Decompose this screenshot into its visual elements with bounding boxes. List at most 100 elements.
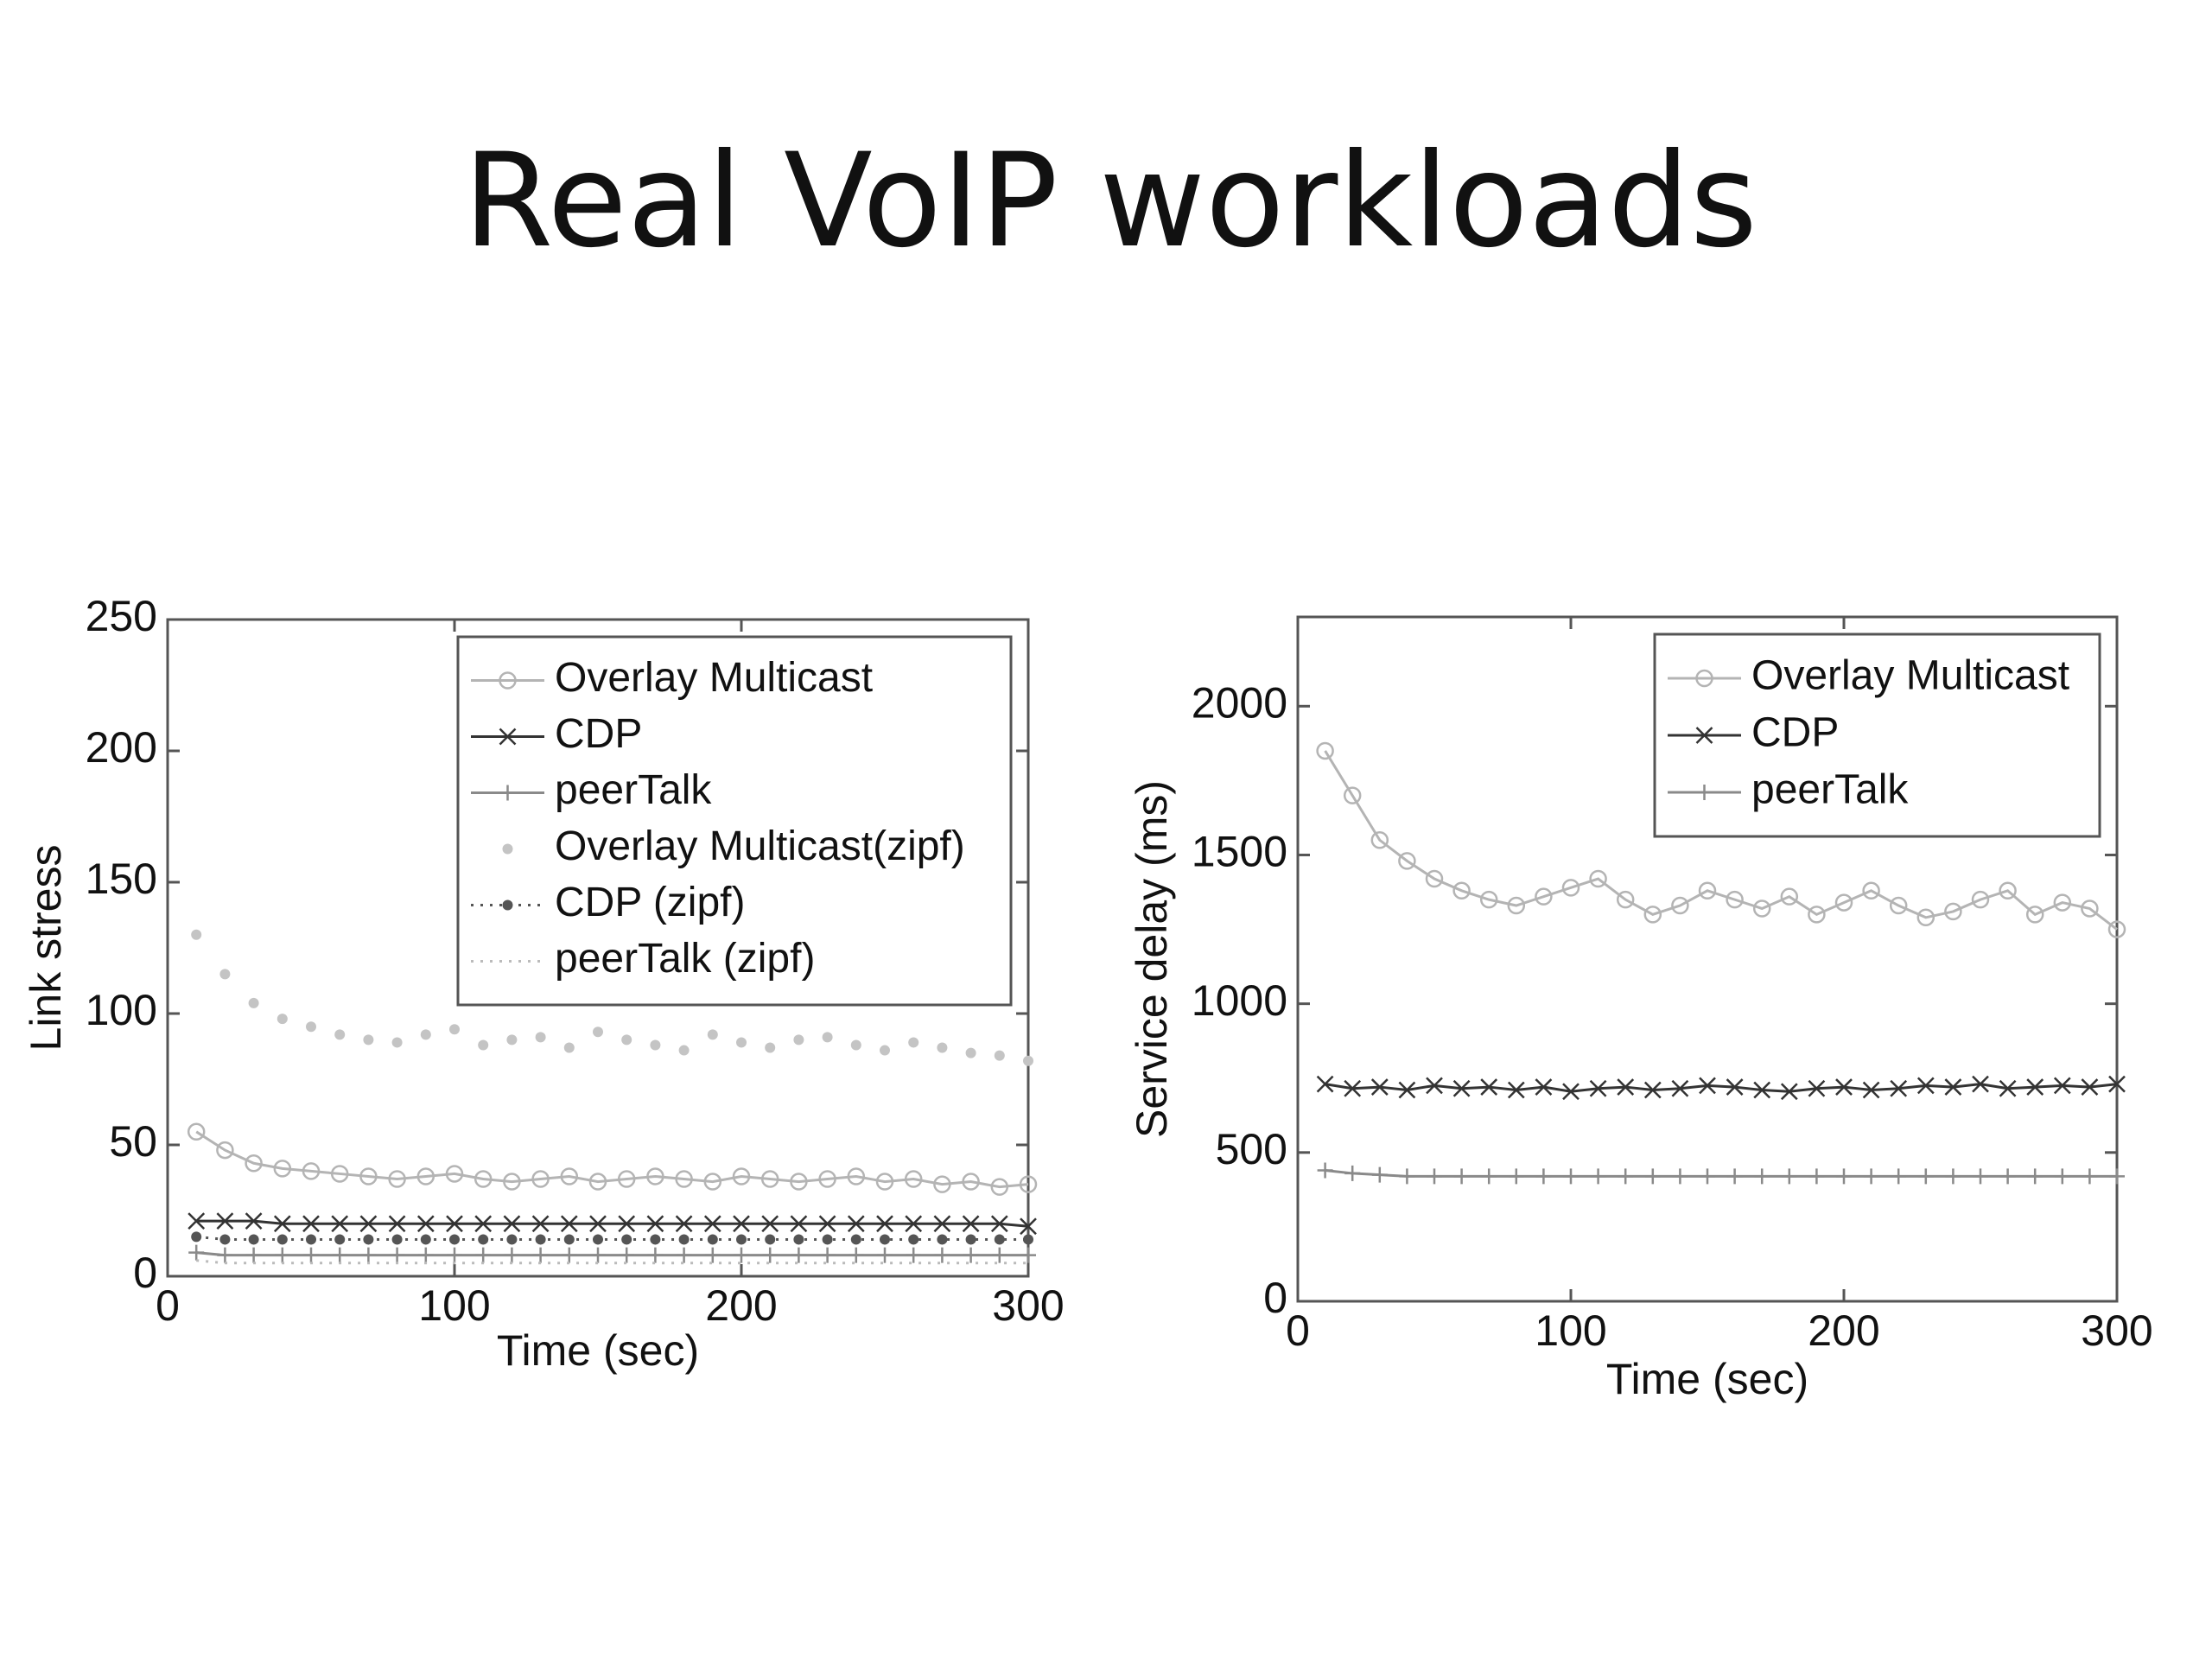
marker	[847, 1215, 865, 1233]
marker	[417, 1247, 434, 1263]
marker	[478, 1234, 489, 1245]
y-axis-label: Link stress	[22, 845, 70, 1052]
marker	[1507, 1081, 1525, 1099]
marker	[1972, 1075, 1989, 1093]
marker	[274, 1247, 290, 1263]
marker	[219, 969, 231, 980]
marker	[388, 1215, 406, 1233]
marker	[1316, 1075, 1334, 1093]
marker	[676, 1247, 692, 1263]
y-axis-label: Service delay (ms)	[1128, 780, 1176, 1138]
marker	[1427, 1168, 1442, 1185]
marker	[650, 1039, 661, 1051]
marker	[994, 1234, 1005, 1245]
marker	[561, 1247, 577, 1263]
marker	[447, 1247, 462, 1263]
marker	[474, 1170, 493, 1188]
marker	[734, 1247, 749, 1263]
marker	[502, 843, 513, 855]
marker	[1695, 669, 1713, 688]
marker	[994, 1050, 1005, 1061]
marker	[703, 1215, 721, 1233]
legend-label: peerTalk (zipf)	[555, 936, 815, 982]
marker	[1696, 785, 1713, 800]
x-tick-label: 100	[1535, 1306, 1606, 1355]
marker	[1644, 1168, 1661, 1185]
marker	[760, 1170, 779, 1188]
marker	[391, 1234, 403, 1245]
marker	[506, 1034, 518, 1046]
x-tick-label: 300	[992, 1281, 1064, 1330]
marker	[765, 1042, 776, 1053]
marker	[850, 1039, 861, 1051]
marker	[762, 1247, 779, 1263]
marker	[818, 1170, 836, 1188]
marker	[905, 1215, 923, 1233]
marker	[449, 1024, 460, 1035]
marker	[1562, 1083, 1580, 1101]
legend-label: peerTalk	[555, 767, 712, 813]
marker	[503, 1215, 521, 1233]
marker	[2081, 1078, 2099, 1096]
marker	[1507, 896, 1526, 915]
marker	[2107, 920, 2126, 938]
marker	[2053, 893, 2072, 912]
marker	[678, 1234, 690, 1245]
marker	[306, 1021, 316, 1033]
marker	[588, 1173, 607, 1191]
marker	[560, 1167, 579, 1185]
marker	[1672, 1168, 1688, 1185]
marker	[621, 1234, 632, 1245]
marker	[273, 1215, 291, 1233]
marker	[790, 1215, 808, 1233]
y-tick-label: 0	[133, 1249, 157, 1297]
marker	[1425, 869, 1444, 888]
marker	[1944, 1078, 1962, 1096]
marker	[1563, 1168, 1579, 1185]
marker	[330, 1165, 349, 1183]
marker	[1834, 893, 1853, 912]
marker	[962, 1215, 980, 1233]
marker	[990, 1178, 1009, 1196]
marker	[245, 1154, 263, 1173]
marker	[1945, 1168, 1961, 1185]
marker	[1917, 1168, 1934, 1185]
marker	[675, 1215, 693, 1233]
marker	[2027, 1168, 2044, 1185]
marker	[733, 1215, 750, 1233]
marker	[1426, 1077, 1443, 1095]
legend-label: CDP	[555, 711, 642, 757]
marker	[306, 1234, 316, 1245]
marker	[847, 1167, 866, 1185]
marker	[1643, 1081, 1662, 1099]
marker	[563, 1234, 575, 1245]
marker	[875, 1173, 894, 1191]
marker	[1671, 1079, 1689, 1097]
marker	[1971, 890, 1990, 909]
marker	[965, 1047, 976, 1058]
marker	[248, 997, 259, 1008]
marker	[276, 1234, 288, 1245]
marker	[332, 1247, 348, 1263]
marker	[1317, 1162, 1333, 1179]
marker	[1561, 879, 1580, 897]
marker	[503, 1173, 521, 1191]
marker	[2054, 1168, 2070, 1185]
marker	[1019, 1175, 1038, 1193]
marker	[2109, 1168, 2125, 1185]
marker	[1780, 887, 1799, 906]
y-tick-label: 0	[1263, 1274, 1287, 1322]
marker	[1890, 1079, 1908, 1097]
marker	[1699, 1077, 1716, 1095]
marker	[1479, 890, 1498, 909]
marker	[187, 1122, 206, 1141]
marker	[822, 1234, 833, 1245]
y-tick-label: 500	[1216, 1125, 1287, 1173]
marker	[646, 1215, 664, 1233]
marker	[1344, 1079, 1362, 1097]
marker	[535, 1032, 546, 1043]
marker	[499, 728, 517, 746]
marker	[1398, 1081, 1416, 1099]
marker	[531, 1170, 550, 1188]
